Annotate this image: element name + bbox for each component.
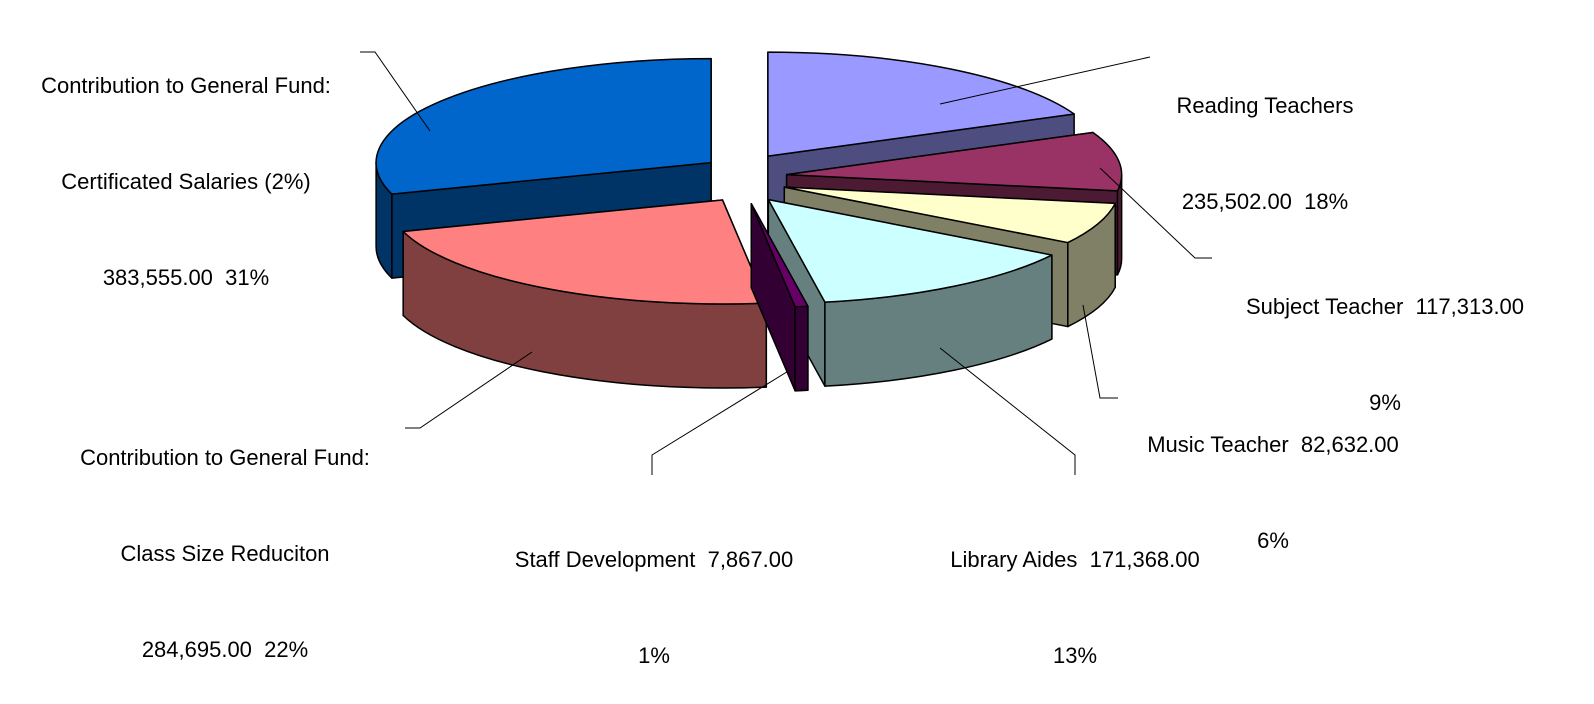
slice-staff-development — [750, 202, 809, 392]
label-class-size-line1: Contribution to General Fund: — [80, 445, 370, 470]
label-library-aides: Library Aides 171,368.00 13% — [920, 480, 1230, 704]
label-reading-name: Reading Teachers — [1176, 93, 1354, 118]
label-cert-line2: Certificated Salaries (2%) — [61, 169, 311, 194]
label-cert-value: 383,555.00 31% — [102, 265, 270, 290]
slice-rim-staff-development-0 — [794, 305, 809, 392]
label-music-pct: 6% — [1257, 528, 1289, 553]
pie-chart — [360, 51, 1212, 475]
slice-top-library-aides — [767, 198, 1053, 303]
leader-library — [939, 347, 1076, 475]
leader-music — [1082, 304, 1118, 399]
label-staff-name: Staff Development 7,867.00 — [514, 547, 794, 572]
leader-cert — [360, 51, 431, 132]
label-certificated-salaries: Contribution to General Fund: Certificat… — [0, 6, 372, 326]
label-staff-pct: 1% — [638, 643, 670, 668]
label-music-teacher: Music Teacher 82,632.00 6% — [1118, 365, 1428, 589]
leader-class-size — [405, 351, 533, 429]
slice-library-aides — [767, 198, 1053, 387]
label-subject-teacher: Subject Teacher 117,313.00 9% — [1212, 227, 1558, 451]
leader-lines — [360, 51, 1212, 475]
label-library-name: Library Aides 171,368.00 — [950, 547, 1200, 572]
label-cert-line1: Contribution to General Fund: — [41, 73, 331, 98]
slice-top-reading-teachers — [767, 51, 1075, 157]
label-class-size-reduction: Contribution to General Fund: Class Size… — [40, 378, 410, 698]
label-subject-pct: 9% — [1369, 390, 1401, 415]
label-reading-value: 235,502.00 18% — [1181, 189, 1349, 214]
slice-top-contribution-to-general-fund-class-size-reduciton — [402, 199, 768, 305]
slice-top-staff-development — [750, 202, 809, 308]
label-library-pct: 13% — [1052, 643, 1098, 668]
label-class-size-line2: Class Size Reduciton — [120, 541, 330, 566]
leader-reading — [939, 56, 1151, 105]
leader-subject — [1099, 167, 1212, 259]
pie-slices — [375, 51, 1123, 392]
label-subject-name: Subject Teacher 117,313.00 — [1245, 294, 1525, 319]
label-reading-teachers: Reading Teachers 235,502.00 18% — [1150, 26, 1380, 250]
slice-top-music-teacher — [783, 186, 1116, 244]
slice-contribution-to-general-fund-class-size-reduciton — [402, 199, 768, 389]
slice-top-contribution-to-general-fund-certificated-salaries-2 — [375, 57, 712, 195]
slice-top-subject-teacher — [785, 131, 1123, 192]
label-music-name: Music Teacher 82,632.00 — [1147, 432, 1399, 457]
leader-staff — [651, 369, 791, 475]
label-staff-development: Staff Development 7,867.00 1% — [482, 480, 826, 704]
label-class-size-value: 284,695.00 22% — [141, 637, 309, 662]
